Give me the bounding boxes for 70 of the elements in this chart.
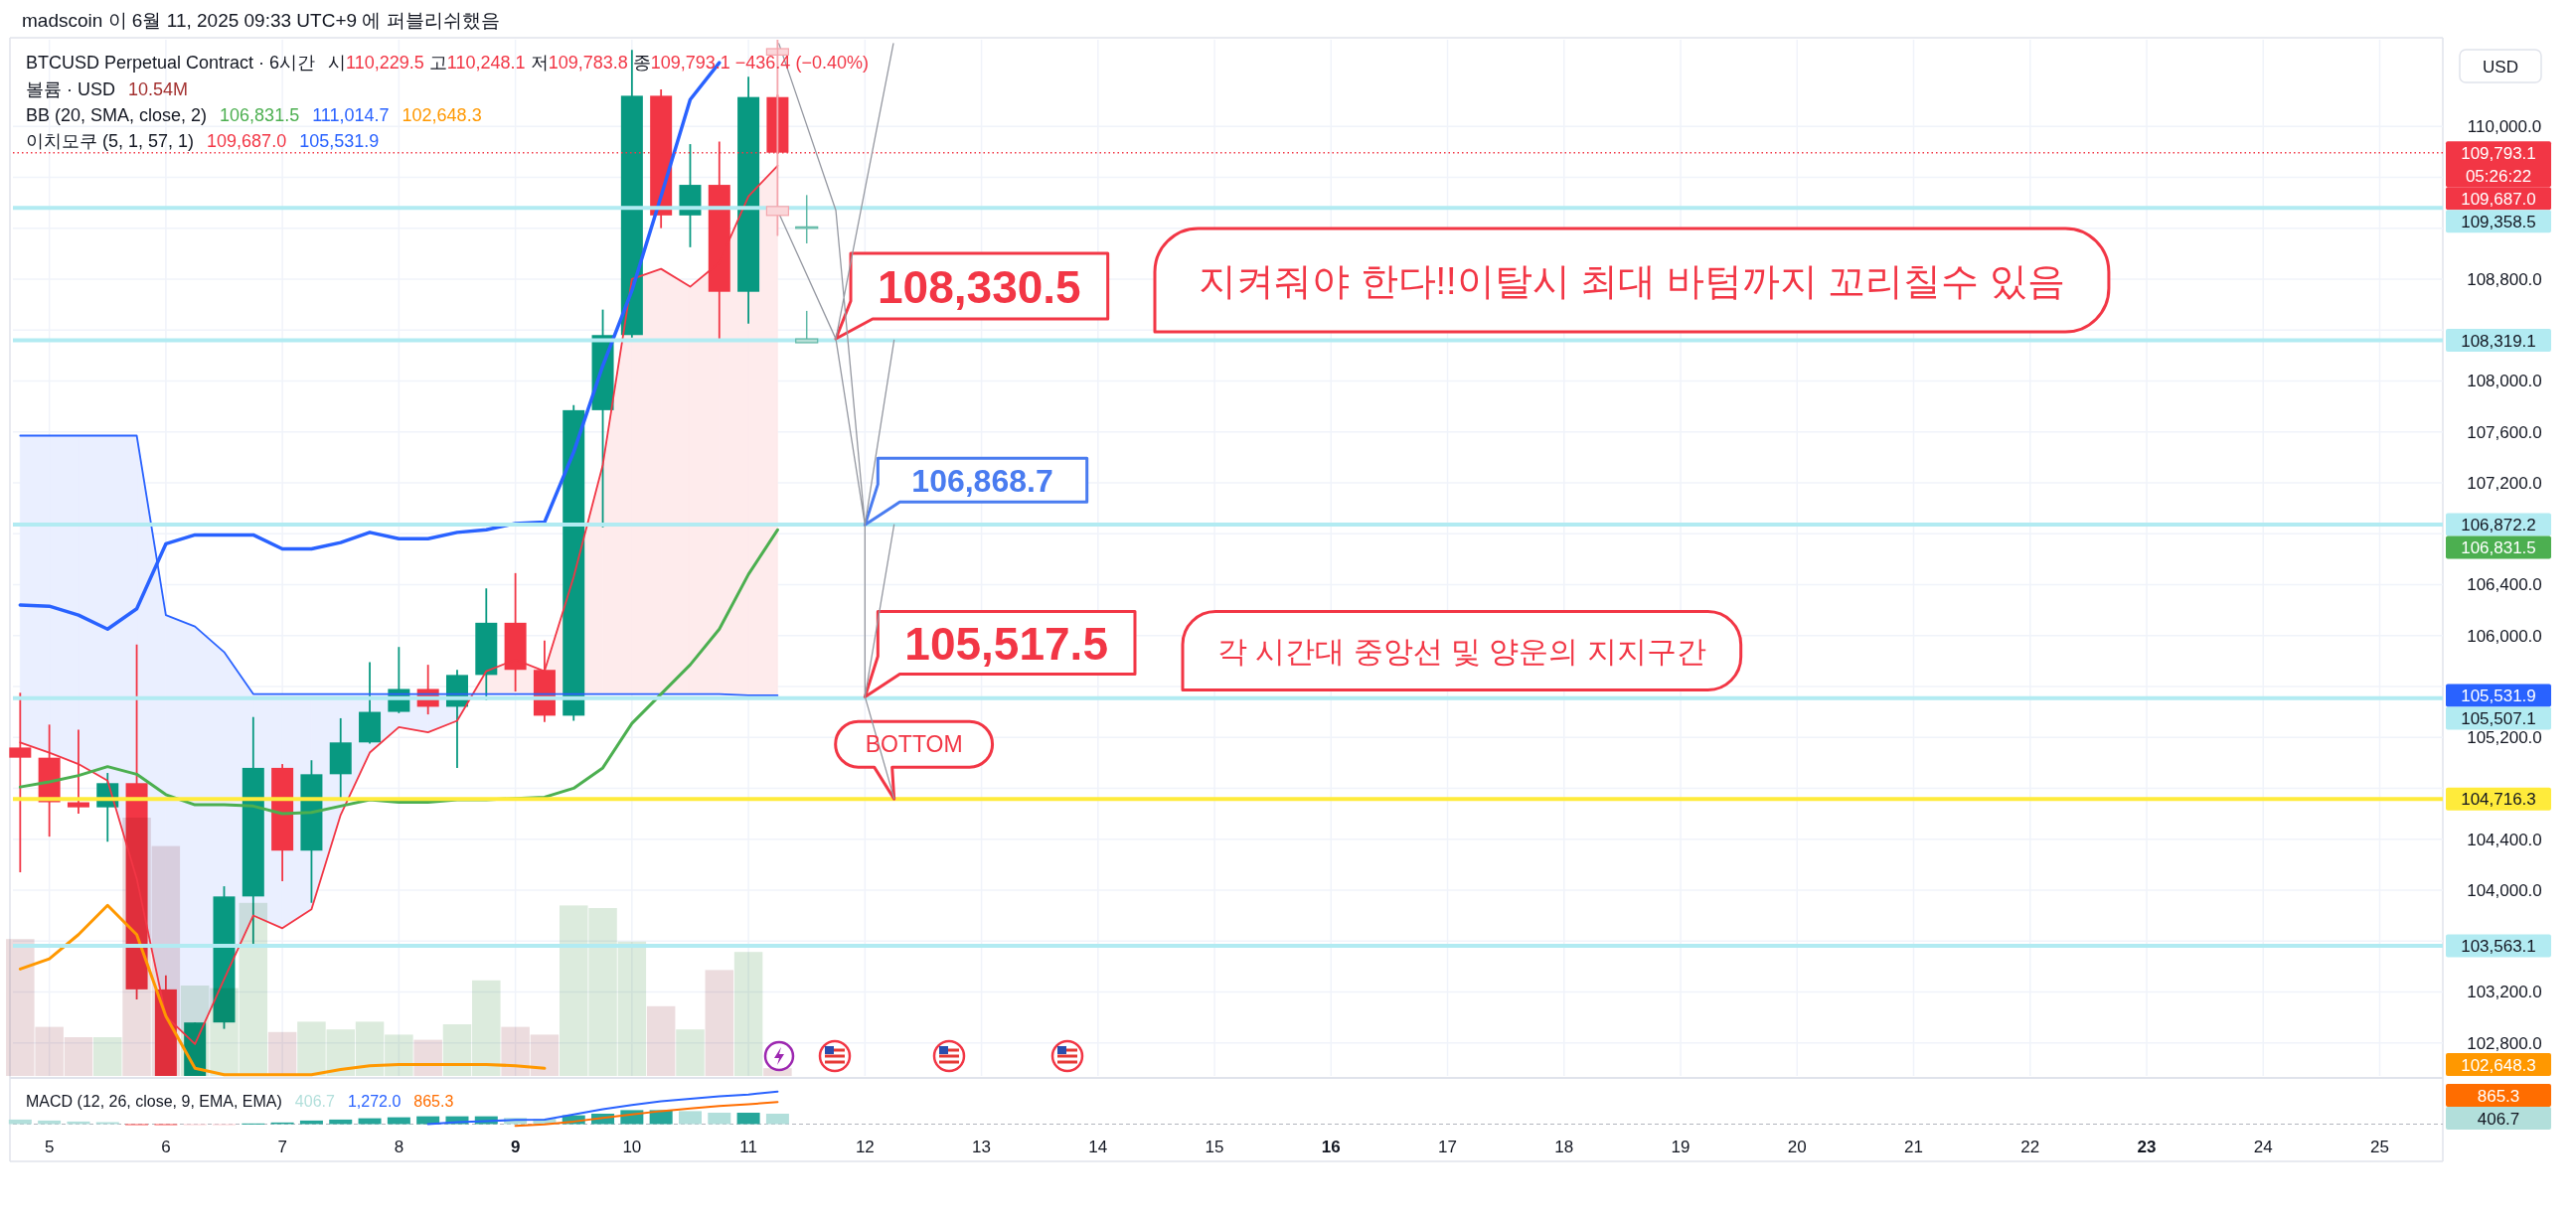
x-tick-label: 20 [1787, 1138, 1807, 1156]
x-tick-label: 11 [739, 1138, 757, 1156]
ref-line-label: 104,716.3 [2461, 790, 2536, 810]
x-tick-label: 5 [44, 1138, 55, 1156]
x-tick-label: 16 [1321, 1138, 1341, 1156]
ref-line-label: 105,507.1 [2461, 708, 2536, 728]
x-tick-label: 19 [1671, 1138, 1690, 1156]
annotation: 10.54M [128, 79, 189, 99]
y-tick-label: 107,600.0 [2467, 422, 2542, 442]
y-tick-label: 104,400.0 [2467, 830, 2542, 849]
text: 시110,229.5 고110,248.1 저109,783.8 종109,793.1 −436.4 (−0.40%) [328, 53, 869, 73]
annotation: 105,517.5 [904, 617, 1108, 670]
x-tick-label: 13 [972, 1138, 992, 1156]
annotation: 102,648.3 [402, 105, 482, 125]
annotation: 406.7 [294, 1093, 335, 1110]
y-tick-label: 110,000.0 [2467, 117, 2542, 137]
y-tick-label: 108,800.0 [2467, 269, 2542, 289]
text: 865.3 [2477, 1086, 2520, 1106]
ref-line-label: 109,358.5 [2461, 212, 2536, 231]
annotation: 105,531.9 [299, 131, 380, 151]
annotation: 865.3 [413, 1093, 454, 1110]
y-tick-label: 105,200.0 [2467, 728, 2542, 748]
chart-title: madscoin 이 6월 11, 2025 09:33 UTC+9 에 퍼블리쉬했음 [22, 10, 500, 31]
x-tick-label: 8 [394, 1138, 404, 1156]
x-tick-label: 12 [855, 1138, 875, 1156]
ref-line-label: 108,319.1 [2461, 331, 2536, 351]
ref-line-label: 103,563.1 [2461, 936, 2536, 956]
annotation: 108,330.5 [878, 260, 1081, 313]
x-tick-label: 14 [1088, 1138, 1108, 1156]
x-tick-label: 18 [1554, 1138, 1574, 1156]
x-tick-label: 9 [510, 1138, 521, 1156]
text: 105,531.9 [2461, 686, 2536, 705]
x-tick-label: 25 [2370, 1138, 2389, 1156]
x-tick-label: 10 [622, 1138, 642, 1156]
y-tick-label: 104,000.0 [2467, 880, 2542, 900]
annotation: BB (20, SMA, close, 2) [26, 105, 208, 125]
annotation: 1,272.0 [347, 1093, 402, 1110]
text: 102,648.3 [2461, 1055, 2536, 1075]
annotation: 111,014.7 [312, 105, 390, 125]
x-tick-label: 23 [2137, 1138, 2157, 1156]
ref-line-label: 106,872.2 [2461, 515, 2536, 534]
text: 106,831.5 [2461, 537, 2536, 557]
annotation: MACD (12, 26, close, 9, EMA, EMA) [26, 1093, 282, 1110]
annotation: 각 시간대 중앙선 및 양운의 지지구간 [1217, 634, 1706, 668]
annotation: 지켜줘야 한다!!이탈시 최대 바텀까지 꼬리칠수 있음 [1199, 259, 2065, 302]
x-tick-label: 15 [1205, 1138, 1224, 1156]
annotation: 106,868.7 [911, 462, 1053, 499]
text: 406.7 [2477, 1109, 2520, 1129]
x-tick-label: 7 [277, 1138, 287, 1156]
annotation: 볼륨 · USD [26, 79, 115, 99]
text: 109,687.0 [2461, 189, 2536, 209]
annotation: 106,831.5 [220, 105, 300, 125]
text: BTCUSD Perpetual Contract · 6시간 [26, 53, 316, 73]
annotation: 109,687.0 [207, 131, 287, 151]
x-tick-label: 17 [1438, 1138, 1458, 1156]
x-tick-label: 6 [161, 1138, 171, 1156]
x-tick-label: 24 [2253, 1138, 2273, 1156]
y-tick-label: 102,800.0 [2467, 1033, 2542, 1053]
text: 05:26:22 [2465, 166, 2532, 186]
annotation: BOTTOM [865, 731, 963, 758]
y-tick-label: 106,000.0 [2467, 626, 2542, 646]
y-tick-label: 108,000.0 [2467, 372, 2542, 391]
y-axis-title: USD [2483, 58, 2518, 76]
y-tick-label: 103,200.0 [2467, 983, 2542, 1002]
ref-line-label: 109,793.1 [2461, 143, 2536, 163]
x-tick-label: 21 [1904, 1138, 1923, 1156]
x-tick-label: 22 [2020, 1138, 2040, 1156]
annotation: 이치모쿠 (5, 1, 57, 1) [26, 131, 195, 151]
y-tick-label: 106,400.0 [2467, 575, 2542, 595]
y-tick-label: 107,200.0 [2467, 473, 2542, 493]
